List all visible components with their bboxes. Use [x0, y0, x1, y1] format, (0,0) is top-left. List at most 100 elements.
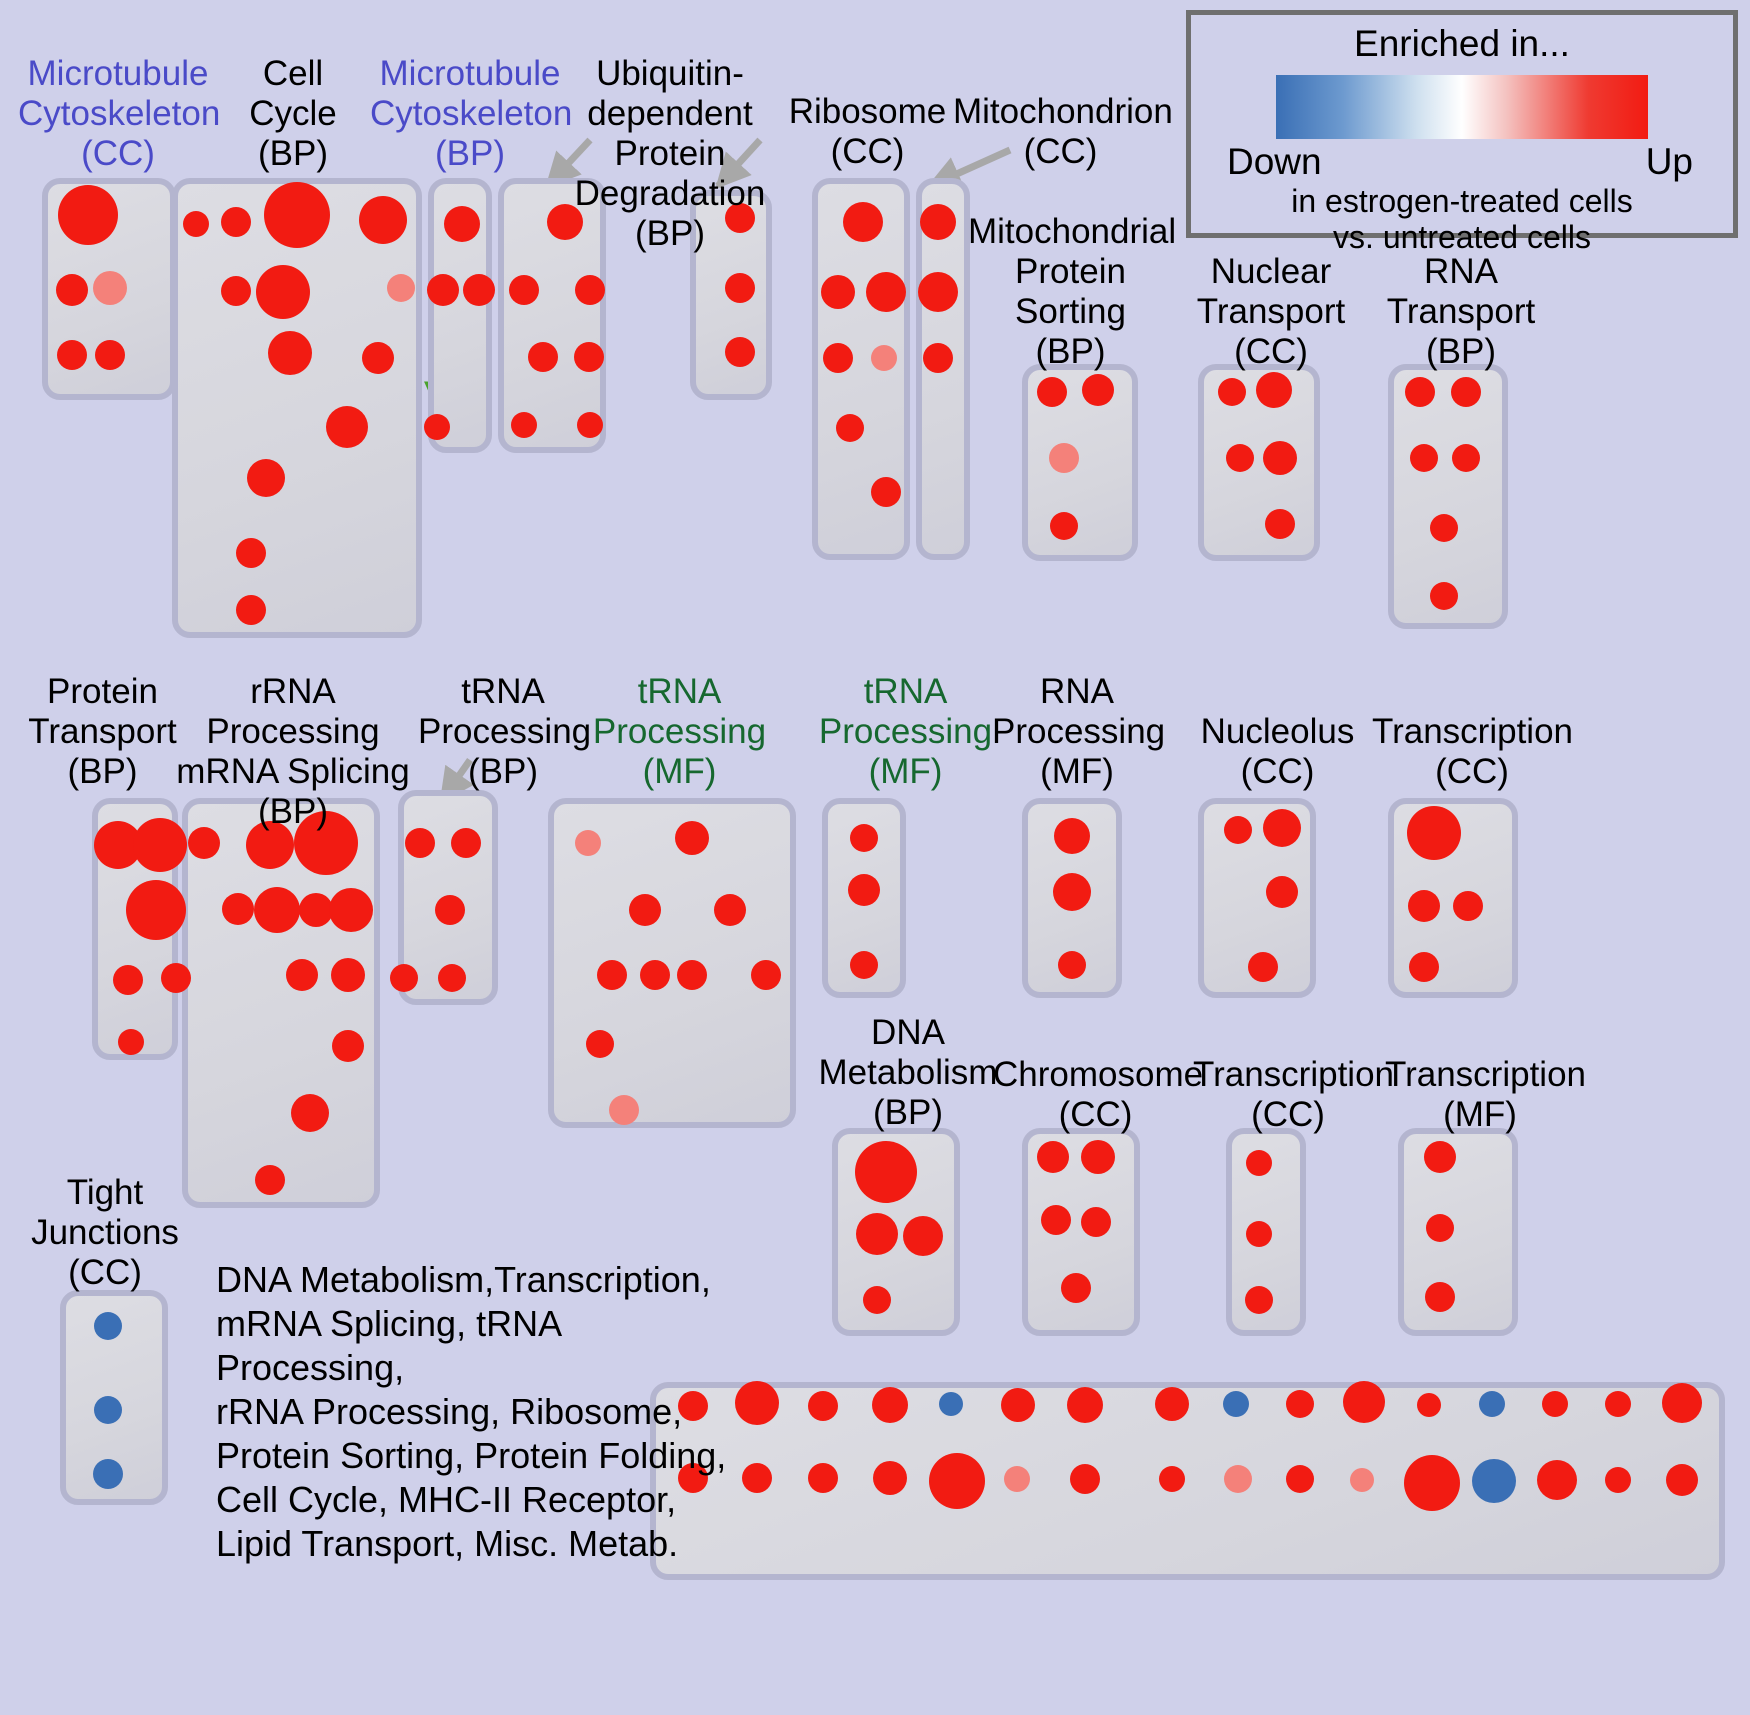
go-node[interactable] — [268, 331, 312, 375]
go-node[interactable] — [1223, 1391, 1249, 1417]
go-node[interactable] — [221, 207, 251, 237]
go-node[interactable] — [1605, 1391, 1631, 1417]
go-node[interactable] — [1605, 1467, 1631, 1493]
go-node[interactable] — [821, 275, 855, 309]
go-node[interactable] — [236, 595, 266, 625]
go-node[interactable] — [236, 538, 266, 568]
go-node[interactable] — [1081, 1140, 1115, 1174]
go-node[interactable] — [444, 206, 480, 242]
go-node[interactable] — [856, 1213, 898, 1255]
go-node[interactable] — [1424, 1141, 1456, 1173]
go-node[interactable] — [1054, 818, 1090, 854]
go-node[interactable] — [405, 828, 435, 858]
go-node[interactable] — [255, 1165, 285, 1195]
go-node[interactable] — [1058, 951, 1086, 979]
go-node[interactable] — [1246, 1221, 1272, 1247]
go-node[interactable] — [714, 894, 746, 926]
go-node[interactable] — [1050, 512, 1078, 540]
go-node[interactable] — [1662, 1383, 1702, 1423]
go-node[interactable] — [1666, 1464, 1698, 1496]
go-node[interactable] — [264, 182, 330, 248]
go-node[interactable] — [1286, 1465, 1314, 1493]
go-node[interactable] — [1004, 1466, 1030, 1492]
go-node[interactable] — [1263, 441, 1297, 475]
go-node[interactable] — [866, 272, 906, 312]
go-node[interactable] — [118, 1029, 144, 1055]
go-node[interactable] — [923, 343, 953, 373]
go-node[interactable] — [183, 211, 209, 237]
go-node[interactable] — [1343, 1381, 1385, 1423]
go-node[interactable] — [1425, 1282, 1455, 1312]
go-node[interactable] — [94, 1396, 122, 1424]
go-node[interactable] — [1053, 873, 1091, 911]
go-node[interactable] — [1263, 809, 1301, 847]
go-node[interactable] — [1410, 444, 1438, 472]
go-node[interactable] — [427, 274, 459, 306]
go-node[interactable] — [920, 204, 956, 240]
go-node[interactable] — [823, 343, 853, 373]
go-node[interactable] — [1472, 1459, 1516, 1503]
go-node[interactable] — [1266, 876, 1298, 908]
go-node[interactable] — [1081, 1207, 1111, 1237]
go-node[interactable] — [1049, 443, 1079, 473]
go-node[interactable] — [939, 1392, 963, 1416]
go-node[interactable] — [438, 964, 466, 992]
go-node[interactable] — [329, 888, 373, 932]
go-node[interactable] — [871, 345, 897, 371]
go-node[interactable] — [326, 406, 368, 448]
go-node[interactable] — [247, 459, 285, 497]
go-node[interactable] — [528, 342, 558, 372]
go-node[interactable] — [1159, 1466, 1185, 1492]
go-node[interactable] — [678, 1391, 708, 1421]
go-node[interactable] — [629, 894, 661, 926]
go-node[interactable] — [725, 203, 755, 233]
go-node[interactable] — [1256, 372, 1292, 408]
go-node[interactable] — [161, 963, 191, 993]
go-node[interactable] — [387, 274, 415, 302]
go-node[interactable] — [1537, 1460, 1577, 1500]
go-node[interactable] — [871, 477, 901, 507]
go-node[interactable] — [94, 1312, 122, 1340]
go-node[interactable] — [850, 951, 878, 979]
go-node[interactable] — [575, 830, 601, 856]
go-node[interactable] — [1417, 1393, 1441, 1417]
go-node[interactable] — [1246, 1150, 1272, 1176]
go-node[interactable] — [509, 275, 539, 305]
go-node[interactable] — [1224, 816, 1252, 844]
go-node[interactable] — [1082, 374, 1114, 406]
go-node[interactable] — [808, 1391, 838, 1421]
go-node[interactable] — [511, 412, 537, 438]
go-node[interactable] — [222, 893, 254, 925]
go-node[interactable] — [872, 1387, 908, 1423]
go-node[interactable] — [597, 960, 627, 990]
go-node[interactable] — [725, 337, 755, 367]
go-node[interactable] — [1452, 444, 1480, 472]
go-node[interactable] — [1218, 378, 1246, 406]
go-node[interactable] — [331, 958, 365, 992]
go-node[interactable] — [93, 271, 127, 305]
go-node[interactable] — [1430, 582, 1458, 610]
go-node[interactable] — [221, 276, 251, 306]
go-node[interactable] — [93, 1459, 123, 1489]
go-node[interactable] — [95, 340, 125, 370]
go-node[interactable] — [848, 874, 880, 906]
go-node[interactable] — [1001, 1388, 1035, 1422]
go-node[interactable] — [574, 342, 604, 372]
go-node[interactable] — [1286, 1390, 1314, 1418]
go-node[interactable] — [575, 275, 605, 305]
go-node[interactable] — [1041, 1205, 1071, 1235]
go-node[interactable] — [256, 265, 310, 319]
go-node[interactable] — [678, 1463, 708, 1493]
go-node[interactable] — [1430, 514, 1458, 542]
go-node[interactable] — [1224, 1465, 1252, 1493]
go-node[interactable] — [1453, 891, 1483, 921]
go-node[interactable] — [577, 412, 603, 438]
go-node[interactable] — [390, 964, 418, 992]
go-node[interactable] — [1037, 1141, 1069, 1173]
go-node[interactable] — [1350, 1468, 1374, 1492]
go-node[interactable] — [1226, 444, 1254, 472]
go-node[interactable] — [1248, 952, 1278, 982]
go-node[interactable] — [1451, 377, 1481, 407]
go-node[interactable] — [918, 272, 958, 312]
go-node[interactable] — [1245, 1286, 1273, 1314]
